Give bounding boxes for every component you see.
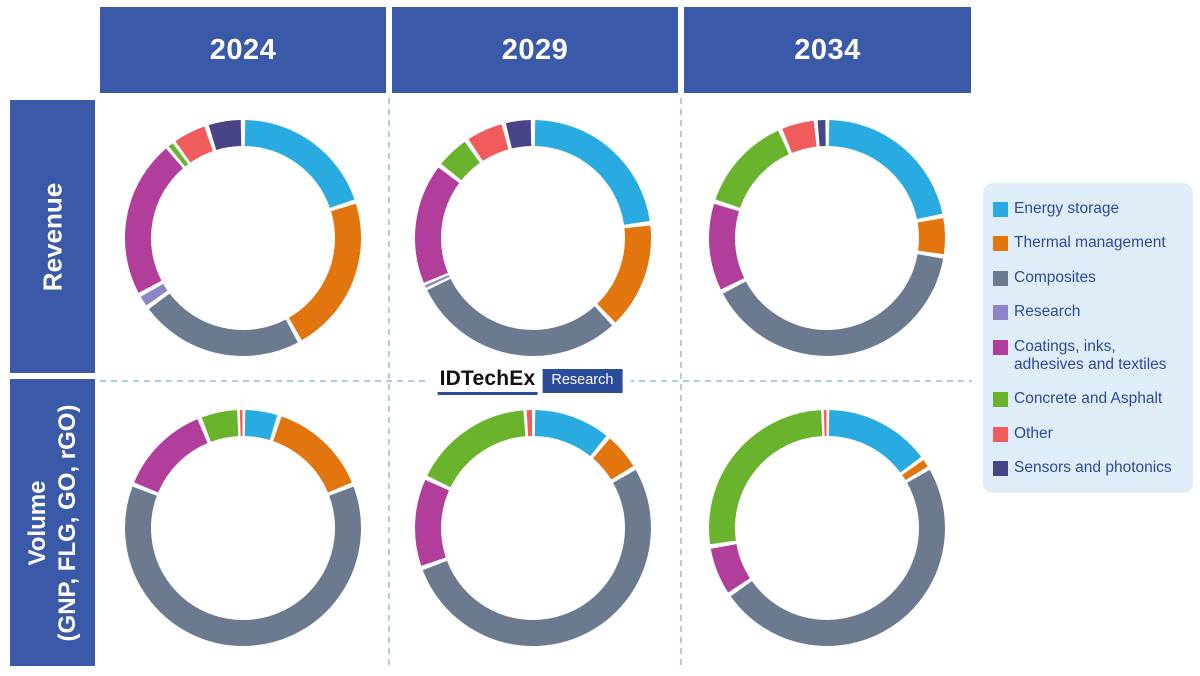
donut-volume-2034 <box>707 408 947 648</box>
donut-segment <box>468 124 509 162</box>
legend-item: Concrete and Asphalt <box>993 390 1183 408</box>
legend: Energy storage Thermal management Composit… <box>983 183 1193 493</box>
donut-segment <box>424 274 450 288</box>
donut-revenue-2024 <box>123 118 363 358</box>
donut-svg <box>415 410 651 646</box>
donut-svg <box>125 410 361 646</box>
donut-segment <box>244 120 355 209</box>
donut-segment <box>427 410 526 488</box>
donut-segment <box>272 416 352 493</box>
donut-revenue-2034 <box>707 118 947 358</box>
donut-segment <box>722 253 944 356</box>
legend-item-label: Composites <box>1014 268 1096 286</box>
donut-segment <box>148 293 298 356</box>
column-divider-dashed-line <box>388 98 390 670</box>
donut-revenue-2029 <box>413 118 653 358</box>
legend-item: Composites <box>993 269 1183 287</box>
donut-svg <box>709 120 945 356</box>
donut-segment <box>244 410 278 441</box>
legend-color-swatch <box>993 236 1008 252</box>
legend-item-label: Coatings, inks, adhesives and textiles <box>1014 337 1167 373</box>
legend-color-swatch <box>993 339 1008 355</box>
donut-segment <box>201 410 239 442</box>
donut-segment <box>534 410 607 457</box>
donut-segment <box>730 469 945 646</box>
row-header-volume-sublabel: (GNP, FLG, GO, rGO) <box>53 404 81 641</box>
legend-item: Sensors and photonics <box>993 459 1183 477</box>
donut-segment <box>125 148 184 293</box>
legend-item: Coatings, inks, adhesives and textiles <box>993 338 1183 374</box>
donut-segment <box>709 203 745 290</box>
donut-segment <box>168 143 189 167</box>
donut-segment <box>125 486 361 646</box>
donut-segment <box>715 130 790 209</box>
donut-segment <box>828 120 943 220</box>
donut-segment <box>709 410 823 545</box>
donut-segment <box>828 410 922 473</box>
column-header-2029: 2029 <box>392 7 678 93</box>
donut-segment <box>175 126 214 163</box>
legend-item-label: Research <box>1014 303 1081 321</box>
legend-item: Thermal management <box>993 234 1183 252</box>
donut-segment <box>592 438 634 481</box>
donut-segment <box>134 419 208 493</box>
row-header-volume: Volume (GNP, FLG, GO, rGO) <box>10 379 95 666</box>
donut-svg <box>125 120 361 356</box>
row-header-volume-label: Volume <box>23 480 51 565</box>
donut-segment <box>534 120 650 226</box>
legend-item: Energy storage <box>993 200 1183 218</box>
idtechex-logo: IDTechEx Research <box>429 366 631 396</box>
legend-item: Other <box>993 425 1183 443</box>
donut-segment <box>415 479 450 566</box>
donut-segment <box>710 543 751 593</box>
legend-item-label: Thermal management <box>1014 234 1166 252</box>
column-header-2029-label: 2029 <box>501 33 569 66</box>
column-divider-dashed-line <box>680 98 682 670</box>
donut-segment <box>782 120 818 154</box>
legend-item-label: Sensors and photonics <box>1014 459 1172 477</box>
donut-segment <box>140 283 168 306</box>
column-header-2024: 2024 <box>100 7 386 93</box>
donut-segment <box>288 203 361 341</box>
donut-segment <box>422 469 651 646</box>
donut-segment <box>208 120 242 151</box>
donut-segment <box>415 167 460 283</box>
donut-volume-2024 <box>123 408 363 648</box>
row-header-revenue-label: Revenue <box>37 182 67 291</box>
idtechex-logo-brand: IDTechEx <box>437 367 538 395</box>
donut-svg <box>415 120 651 356</box>
legend-color-swatch <box>993 270 1008 286</box>
column-header-2034-label: 2034 <box>794 33 861 66</box>
donut-segment <box>427 278 613 356</box>
donut-segment <box>902 460 928 481</box>
legend-item-label: Energy storage <box>1014 200 1120 217</box>
legend-item-label: Concrete and Asphalt <box>1014 390 1163 408</box>
donut-segment <box>505 120 532 149</box>
idtechex-logo-research-badge: Research <box>542 369 623 393</box>
donut-svg <box>709 410 945 646</box>
legend-color-swatch <box>993 461 1008 477</box>
row-header-revenue: Revenue <box>10 100 95 373</box>
donut-segment <box>441 141 481 181</box>
column-header-2024-label: 2024 <box>209 33 277 66</box>
legend-item-label: Other <box>1014 424 1053 442</box>
donut-volume-2029 <box>413 408 653 648</box>
legend-item: Research <box>993 303 1183 321</box>
donut-segment <box>596 225 651 323</box>
legend-color-swatch <box>993 305 1008 321</box>
legend-color-swatch <box>993 426 1008 442</box>
legend-color-swatch <box>993 202 1008 217</box>
donut-segment <box>917 218 945 255</box>
legend-color-swatch <box>993 392 1008 408</box>
column-header-2034: 2034 <box>684 7 971 93</box>
